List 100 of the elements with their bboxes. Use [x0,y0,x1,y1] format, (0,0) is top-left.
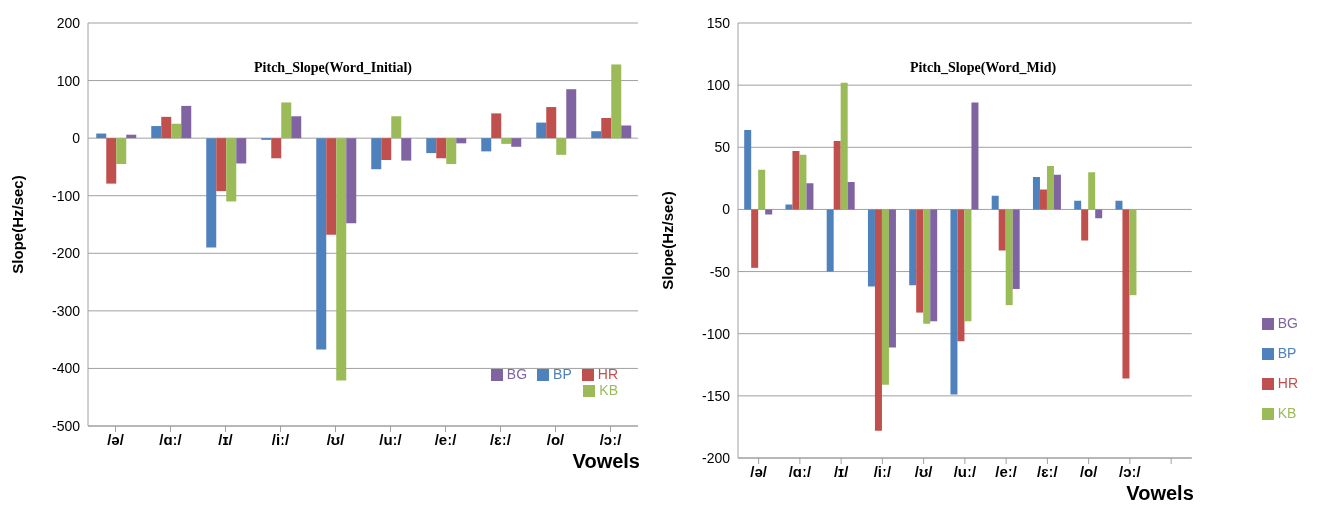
y-axis-title: Slope(Hz/sec) [9,175,27,274]
x-tick-label: /uː/ [379,430,403,448]
bar [381,138,392,161]
bar [1039,189,1047,210]
bar [116,138,127,165]
text: Pitch_Slope(Word_Mid) [908,60,1058,76]
x-tick-label: /ɔː/ [599,430,623,448]
bar [546,107,557,139]
bar [806,183,814,210]
bar [923,209,931,324]
bar [840,82,848,210]
legend-label: BG [506,366,528,382]
legend-label: KB [1277,405,1297,421]
legend-label: BP [553,366,572,382]
bar [106,138,117,184]
y-tick-label: -100 [701,325,731,342]
bar [799,154,807,210]
bar [1053,174,1061,210]
bar [909,209,917,286]
bar [326,138,337,235]
bar [436,138,447,159]
legend-label: HR [1277,375,1298,391]
bar [826,209,834,272]
x-tick-label: /ə/ [107,430,125,448]
y-tick-label: -500 [51,417,81,434]
x-tick-label: /ɛː/ [490,430,512,448]
bar [998,209,1006,251]
bar [611,64,622,139]
y-tick-label: 150 [706,14,731,31]
x-axis-title: Vowels [572,450,640,472]
bar [1095,209,1103,219]
bar [621,125,632,139]
x-tick-label: /eː/ [434,430,458,448]
text: Pitch_Slope(Word_Initial) [254,60,412,75]
bar [236,138,247,164]
bar [847,182,855,210]
bar [950,209,958,395]
bar [1122,209,1130,379]
bar [281,102,292,139]
bar [206,138,217,248]
bar [391,116,402,139]
bar [867,209,875,287]
bar [957,209,965,342]
x-tick-label: /ʊ/ [914,462,934,480]
bar [216,138,227,192]
bar [785,204,793,210]
bar [346,138,357,224]
bar [1081,209,1089,241]
bar [758,169,766,210]
y-axis-title: Slope(Hz/sec) [659,191,677,290]
bar [511,138,522,147]
bar [151,126,162,139]
bar [1129,209,1137,296]
bar [446,138,457,165]
bar [765,209,773,215]
y-tick-label: -150 [701,387,731,404]
bar [566,89,577,139]
bar [401,138,412,161]
bar [1046,165,1054,210]
bar [991,195,999,210]
bar [792,151,800,210]
y-tick-label: -50 [709,263,731,280]
x-tick-label: /ɔː/ [1119,462,1142,480]
x-tick-label: /o/ [546,430,566,448]
bar [536,122,547,139]
bar [930,209,938,322]
legend-label: KB [599,382,618,398]
x-tick-label: /ʊ/ [326,430,346,448]
y-tick-label: 100 [706,77,731,94]
x-axis-title: Vowels [1126,482,1194,504]
bar [316,138,327,350]
y-tick-label: 200 [56,14,81,31]
x-tick-label: /ɛː/ [1036,462,1059,480]
bar [1012,209,1020,289]
bar [181,105,192,139]
y-tick-label: 0 [722,201,731,218]
x-tick-label: /eː/ [995,462,1018,480]
bar [291,116,302,139]
bar [1032,177,1040,210]
bar [371,138,382,170]
y-tick-label: -200 [51,245,81,262]
bar [591,131,602,139]
legend-label: BG [1277,315,1298,331]
bar [874,209,882,431]
bar [481,138,492,152]
bar [491,113,502,139]
x-tick-label: /o/ [1079,462,1099,480]
bar [161,116,172,139]
bar [226,138,237,202]
y-tick-label: 50 [714,139,731,156]
x-tick-label: /iː/ [873,462,892,480]
bar [336,138,347,381]
bar [1005,209,1013,306]
x-tick-label: /ɑː/ [788,462,812,480]
bar [456,138,467,144]
bar [501,138,512,144]
bar [426,138,437,154]
y-tick-label: -300 [51,302,81,319]
bar [916,209,924,313]
bar [744,129,752,210]
